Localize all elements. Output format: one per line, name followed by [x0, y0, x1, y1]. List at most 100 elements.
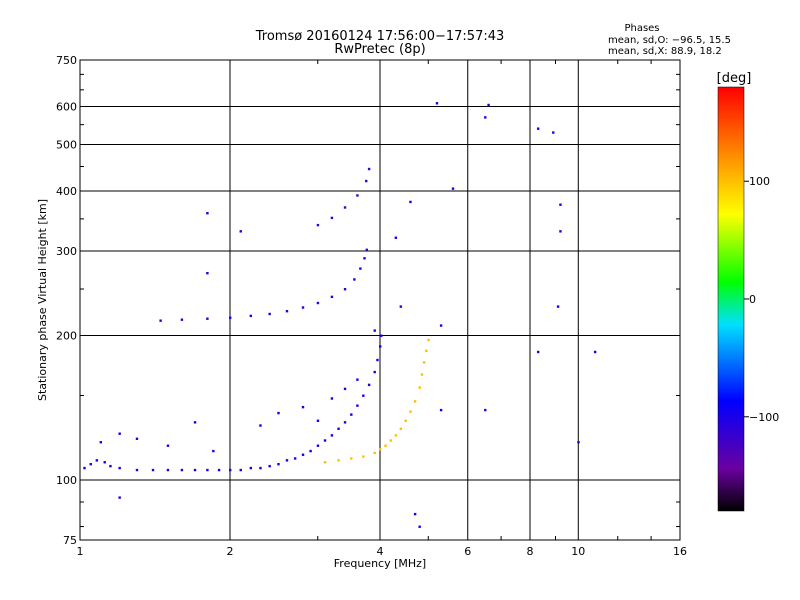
y-tick-label: 100 [56, 474, 77, 487]
data-point [268, 312, 271, 316]
data-point [249, 314, 253, 318]
data-point [135, 468, 139, 472]
data-point [373, 451, 376, 455]
y-tick-label: 600 [56, 101, 77, 114]
data-point [180, 468, 184, 472]
data-point [394, 236, 398, 239]
data-point [356, 194, 359, 197]
data-point [389, 439, 392, 442]
data-point [268, 464, 271, 468]
y-tick-label: 400 [56, 185, 77, 198]
data-point [343, 288, 347, 291]
data-point [559, 230, 562, 233]
data-point [422, 361, 426, 364]
data-point [285, 459, 289, 462]
data-point [180, 318, 184, 321]
data-point [118, 432, 121, 435]
data-point [413, 512, 417, 516]
data-point [229, 316, 232, 319]
data-point [193, 421, 197, 424]
data-point [99, 441, 103, 444]
data-point [330, 397, 334, 400]
axis-ticks: 1 2 4 6 8 10 16 75 100 200 300 400 500 600 750 [56, 54, 687, 558]
data-point [206, 317, 209, 320]
data-point [118, 466, 121, 470]
data-point [103, 461, 106, 464]
data-point [166, 468, 170, 472]
data-point [151, 468, 155, 472]
legend-line-x: mean, sd,X: 88.9, 18.2 [608, 46, 722, 57]
data-point [484, 408, 487, 412]
data-point [353, 278, 356, 281]
data-point [301, 405, 305, 409]
data-point [337, 459, 340, 462]
x-tick-label: 8 [527, 545, 534, 558]
chart-title: Tromsø 20160124 17:56:00−17:57:43 [255, 29, 505, 44]
data-point [95, 459, 99, 462]
data-point [439, 408, 443, 412]
data-point [367, 167, 371, 171]
data-point [420, 373, 424, 376]
colorbar-tick-label: −100 [749, 411, 779, 424]
data-point [409, 200, 412, 204]
grid-lines [80, 60, 680, 540]
data-point [135, 437, 139, 440]
data-point [373, 329, 376, 332]
data-point [309, 449, 312, 453]
data-point [409, 410, 412, 413]
data-point [316, 301, 320, 305]
data-point [367, 383, 371, 387]
y-tick-label: 75 [63, 534, 77, 547]
data-point [363, 257, 366, 260]
colorbar-tick-label: 0 [749, 293, 756, 306]
chart-subtitle: RwPretec (8p) [334, 42, 425, 57]
data-point [166, 444, 170, 447]
data-point [359, 267, 362, 270]
legend-line-o: mean, sd,O: −96.5, 15.5 [608, 35, 731, 46]
x-tick-label: 10 [571, 545, 585, 558]
data-point [365, 179, 368, 183]
data-point [277, 411, 280, 415]
data-point [206, 212, 209, 215]
data-point [193, 468, 197, 472]
data-point [399, 305, 403, 308]
data-point [239, 468, 242, 472]
data-point [399, 427, 403, 430]
data-point [425, 349, 428, 353]
data-point [376, 358, 379, 362]
data-point [301, 306, 305, 309]
data-point [316, 223, 320, 227]
data-point [285, 309, 289, 313]
colorbar-tick-label: 100 [749, 175, 770, 188]
data-point [413, 400, 417, 403]
data-point [330, 434, 334, 437]
data-point [394, 434, 398, 437]
data-point [109, 464, 112, 468]
data-point [343, 206, 347, 209]
data-point [552, 131, 555, 134]
y-tick-label: 200 [56, 330, 77, 343]
data-point [356, 404, 359, 407]
data-point [439, 324, 443, 327]
data-point [427, 338, 430, 342]
data-point [343, 387, 347, 391]
data-point [435, 102, 439, 105]
colorbar-ticks: 100 0 −100 [744, 175, 779, 424]
y-tick-label: 300 [56, 245, 77, 258]
data-point [356, 378, 359, 381]
x-axis-label: Frequency [MHz] [334, 557, 426, 570]
colorbar [717, 86, 745, 512]
y-axis-label: Stationary phase Virtual Height [km] [36, 199, 49, 401]
y-tick-label: 750 [56, 54, 77, 67]
data-point [418, 386, 421, 389]
data-point [418, 525, 421, 528]
x-tick-label: 1 [77, 545, 84, 558]
data-point [350, 457, 353, 460]
y-tick-label: 500 [56, 139, 77, 152]
data-point [556, 305, 560, 308]
data-point [337, 427, 340, 430]
data-point [343, 421, 347, 424]
data-point [330, 295, 334, 299]
data-point [159, 319, 162, 322]
